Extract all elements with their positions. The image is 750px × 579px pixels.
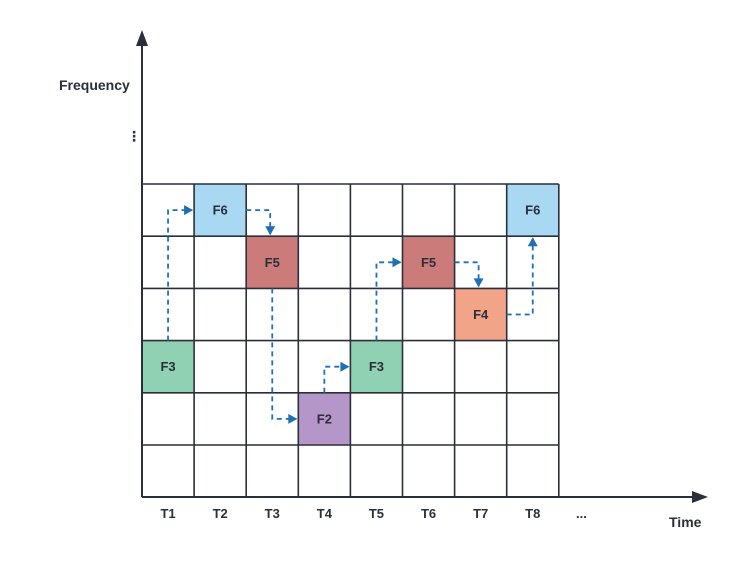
hop-label: F5 xyxy=(421,255,436,270)
hop-label: F4 xyxy=(473,307,489,322)
hop-labels: F3 F6 F5 F2 F3 F5 F4 F6 xyxy=(160,203,540,427)
time-tick-labels: T1 T2 T3 T4 T5 T6 T7 T8 xyxy=(160,506,540,521)
y-axis-label: Frequency xyxy=(59,77,130,93)
hop-label: F3 xyxy=(369,359,384,374)
hop-arrowhead xyxy=(392,257,402,268)
hop-cell-f4-t7 xyxy=(454,288,507,341)
hop-arrow xyxy=(375,261,401,341)
hop-arrowhead xyxy=(265,226,276,236)
x-axis-arrowhead xyxy=(692,491,708,503)
time-tick-label: T4 xyxy=(317,506,333,521)
time-tick-label: T5 xyxy=(369,506,384,521)
time-tick-label: T8 xyxy=(525,506,540,521)
hop-cells xyxy=(142,184,559,445)
hop-cell-f6-t8 xyxy=(506,184,559,237)
x-axis-label: Time xyxy=(669,514,702,530)
hop-label: F6 xyxy=(213,203,228,218)
time-tick-label: T3 xyxy=(265,506,280,521)
hop-cell-f5-t3 xyxy=(246,236,299,289)
hop-label: F5 xyxy=(265,255,280,270)
hop-arrowhead xyxy=(473,278,484,288)
hop-arrowhead xyxy=(288,413,298,424)
hop-arrow xyxy=(246,209,272,235)
y-axis-arrowhead xyxy=(136,30,148,46)
hop-cell-f3-t1 xyxy=(142,340,195,393)
hop-cell-f2-t4 xyxy=(298,392,351,445)
hop-cell-f5-t6 xyxy=(402,236,455,289)
time-tick-label: T2 xyxy=(213,506,228,521)
time-tick-label: T1 xyxy=(160,506,175,521)
x-axis-ellipsis: ... xyxy=(576,506,587,521)
hop-arrowhead xyxy=(340,361,350,372)
hop-arrow xyxy=(323,365,349,393)
hop-arrowhead xyxy=(527,237,538,247)
hop-arrow xyxy=(271,288,297,420)
hop-arrow xyxy=(454,261,480,287)
hop-label: F3 xyxy=(160,359,175,374)
y-axis-ellipsis: ⋮ xyxy=(127,128,141,144)
time-tick-label: T6 xyxy=(421,506,436,521)
hop-arrowhead xyxy=(184,205,194,216)
hop-cell-f3-t5 xyxy=(350,340,403,393)
hop-arrow xyxy=(167,209,193,341)
hop-arrows xyxy=(167,205,538,424)
time-tick-label: T7 xyxy=(473,506,488,521)
hop-cell-f6-t2 xyxy=(194,184,247,237)
hop-arrow xyxy=(506,238,534,316)
hop-label: F2 xyxy=(317,411,332,426)
hop-label: F6 xyxy=(525,203,540,218)
